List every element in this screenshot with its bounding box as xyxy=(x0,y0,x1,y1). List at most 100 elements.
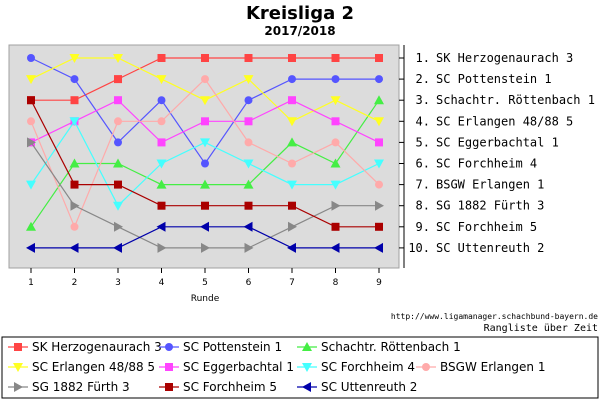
legend-item: SC Pottenstein 1 xyxy=(159,340,282,354)
data-point xyxy=(288,54,296,62)
data-point xyxy=(201,159,209,168)
data-point xyxy=(113,158,123,168)
rank-label: 10. xyxy=(408,241,430,255)
data-point xyxy=(243,159,254,169)
data-point xyxy=(331,54,340,62)
rank-team-name: SC Forchheim 4 xyxy=(436,157,537,171)
legend-swatch-marker xyxy=(165,383,173,391)
series-sc-forchheim-4 xyxy=(26,117,384,211)
data-point xyxy=(375,138,383,147)
data-point xyxy=(200,179,210,189)
data-point xyxy=(157,138,166,147)
data-point xyxy=(288,75,296,84)
legend-item: SC Erlangen 48/88 5 xyxy=(8,360,155,374)
data-point xyxy=(374,95,384,105)
data-point xyxy=(157,96,166,105)
legend: SK Herzogenaurach 3 SC Pottenstein 1 Schac… xyxy=(8,340,545,394)
series-lines xyxy=(26,54,384,253)
rank-label: 2. xyxy=(416,72,430,86)
legend-label: Schachtr. Röttenbach 1 xyxy=(321,340,461,354)
data-point xyxy=(113,242,122,253)
data-point xyxy=(113,54,123,63)
source-url: http://www.ligamanager.schachbund-bayern… xyxy=(391,312,598,321)
data-point xyxy=(201,54,209,62)
legend-label: SC Erlangen 48/88 5 xyxy=(32,360,155,374)
legend-label: SK Herzogenaurach 3 xyxy=(32,340,162,354)
data-point xyxy=(157,242,167,253)
x-tick-label: 7 xyxy=(289,278,295,288)
data-point xyxy=(70,96,79,105)
source-caption: Rangliste über Zeit xyxy=(484,323,598,334)
data-point xyxy=(331,75,340,84)
data-point xyxy=(201,75,209,84)
x-axis-label: Runde xyxy=(191,294,220,304)
data-point xyxy=(27,137,36,148)
legend-swatch-marker xyxy=(165,343,173,351)
data-point xyxy=(157,201,166,210)
data-point xyxy=(114,221,123,232)
rank-team-name: SK Herzogenaurach 3 xyxy=(436,51,573,65)
data-point xyxy=(375,75,383,84)
data-point xyxy=(287,137,297,147)
series-bsgw-erlangen-1 xyxy=(27,75,383,231)
data-point xyxy=(156,179,167,189)
rank-team-name: SC Eggerbachtal 1 xyxy=(436,135,559,149)
rank-team-name: SC Uttenreuth 2 xyxy=(436,241,544,255)
data-point xyxy=(27,117,35,126)
data-point xyxy=(157,54,166,62)
series-sc-uttenreuth-2 xyxy=(26,221,383,253)
rank-team-name: BSGW Erlangen 1 xyxy=(436,178,544,192)
data-point xyxy=(287,180,297,190)
legend-item: BSGW Erlangen 1 xyxy=(416,360,545,374)
legend-item: SC Forchheim 4 xyxy=(297,360,415,374)
data-point xyxy=(27,96,35,105)
legend-item: SC Eggerbachtal 1 xyxy=(159,360,294,374)
x-axis: 1 2 3 4 5 6 7 8 9 xyxy=(28,268,382,288)
data-point xyxy=(201,201,209,210)
legend-label: SC Pottenstein 1 xyxy=(183,340,282,354)
data-point xyxy=(113,201,123,211)
data-point xyxy=(69,117,80,127)
data-point xyxy=(288,96,296,105)
data-point xyxy=(26,75,36,85)
data-point xyxy=(200,138,210,148)
data-point xyxy=(330,158,341,168)
legend-swatch-marker xyxy=(14,343,22,351)
rank-label: 3. xyxy=(416,93,430,107)
data-point xyxy=(331,222,340,231)
legend-swatch-marker xyxy=(302,342,312,351)
x-tick-label: 1 xyxy=(28,278,34,288)
rank-label: 7. xyxy=(416,178,430,192)
data-point xyxy=(375,200,384,211)
data-point xyxy=(27,54,35,62)
data-point xyxy=(114,117,122,126)
data-point xyxy=(26,242,35,253)
legend-item: SC Forchheim 5 xyxy=(159,380,277,394)
x-tick-label: 6 xyxy=(246,278,252,288)
data-point xyxy=(70,75,79,84)
data-point xyxy=(26,180,36,190)
rank-team-name: SG 1882 Fürth 3 xyxy=(436,199,544,213)
x-tick-label: 4 xyxy=(159,278,165,288)
data-point xyxy=(70,222,79,231)
data-point xyxy=(331,138,340,147)
data-point xyxy=(243,221,253,232)
data-point xyxy=(156,159,167,169)
series-sc-erlangen-48-88-5 xyxy=(26,54,384,127)
data-point xyxy=(375,180,383,189)
legend-item: SK Herzogenaurach 3 xyxy=(8,340,162,354)
data-point xyxy=(288,221,297,232)
data-point xyxy=(375,54,383,62)
data-point xyxy=(331,117,340,126)
x-tick-label: 8 xyxy=(333,278,339,288)
x-tick-label: 3 xyxy=(115,278,121,288)
data-point xyxy=(114,138,122,147)
rank-team-name: SC Erlangen 48/88 5 xyxy=(436,114,573,128)
legend-label: BSGW Erlangen 1 xyxy=(440,360,545,374)
legend-swatch-marker xyxy=(422,363,430,371)
data-point xyxy=(156,75,167,85)
data-point xyxy=(156,221,166,232)
series-sg-1882-f-rth-3 xyxy=(27,137,384,253)
data-point xyxy=(201,117,209,126)
